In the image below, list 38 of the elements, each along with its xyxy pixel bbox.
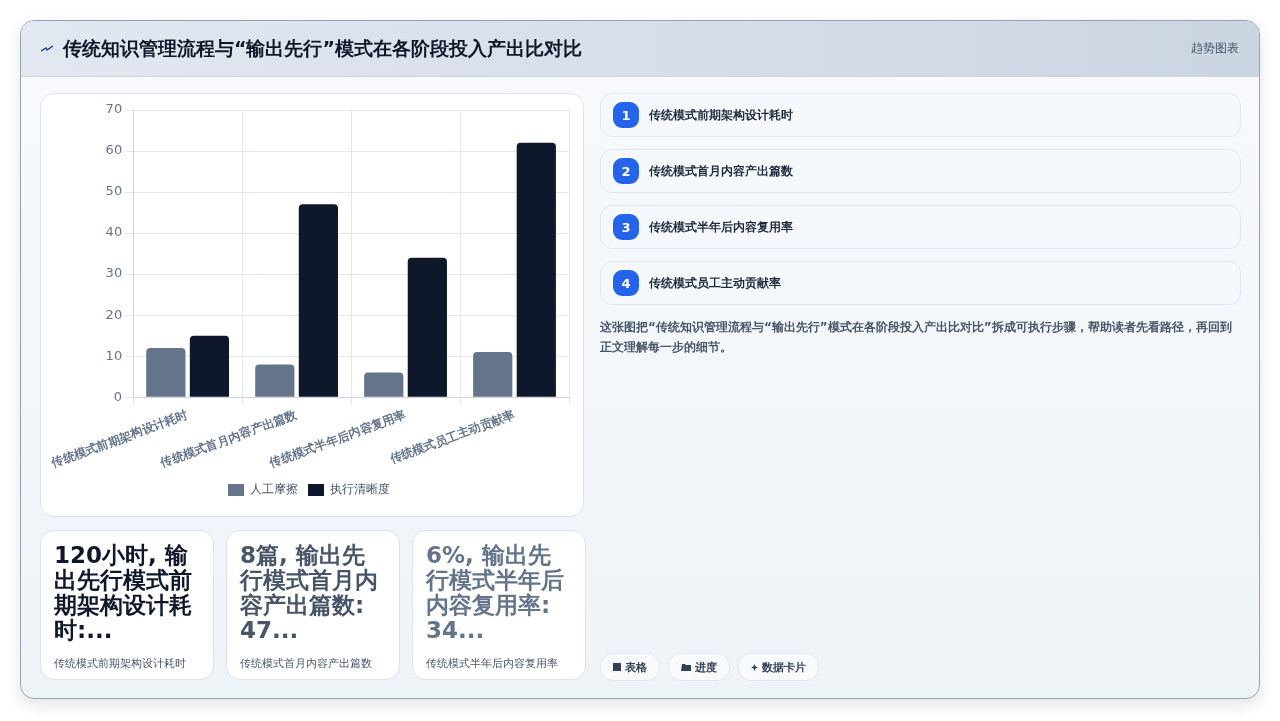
y-tick-label: 10 (105, 347, 123, 363)
legend-label: 执行清晰度 (330, 482, 390, 497)
y-tick-label: 30 (105, 265, 123, 281)
bar (516, 142, 556, 397)
text: 这张图把“传统知识管理流程与“输出先行”模式在各阶段投入产出比对比”拆成可执行步骤，帮助读者先看路径，再回到正文理解每一步的细节。 (600, 319, 1233, 356)
y-tick-label: 60 (105, 142, 123, 158)
text: 进度 (695, 659, 717, 675)
text: 传统模式半年后内容复用率 (649, 218, 793, 236)
chart-title: 传统知识管理流程与“输出先行”模式在各阶段投入产出比对比 (63, 35, 583, 61)
text: 4 (613, 270, 639, 296)
text: 2 (613, 158, 639, 184)
legend-label: 人工摩擦 (250, 482, 298, 497)
y-tick-label: 0 (113, 388, 123, 404)
text: 传统模式前期架构设计耗时 (649, 106, 793, 124)
text: 1 (613, 102, 639, 128)
text: 8篇, 输出先行模式首月内容产出篇数: 47... (240, 542, 379, 645)
y-tick-label: 40 (105, 224, 123, 240)
text: 传统模式半年后内容复用率 (426, 656, 559, 671)
text: 传统模式首月内容产出篇数 (240, 656, 373, 671)
bar (407, 257, 447, 397)
text: 120小时, 输出先行模式前期架构设计耗时:... (54, 542, 193, 645)
text: 数据卡片 (762, 659, 806, 675)
bar (146, 347, 186, 397)
text: 3 (613, 214, 639, 240)
text: 6%, 输出先行模式半年后内容复用率: 34... (426, 542, 565, 645)
y-tick-label: 20 (105, 306, 123, 322)
bar (255, 364, 295, 397)
bar (473, 352, 513, 397)
text: 传统模式前期架构设计耗时 (54, 656, 187, 671)
text: 传统模式首月内容产出篇数 (649, 162, 793, 180)
y-tick-label: 70 (105, 101, 123, 117)
bar (364, 372, 404, 397)
text: 传统模式员工主动贡献率 (649, 274, 781, 292)
text: 表格 (625, 659, 647, 675)
y-tick-label: 50 (105, 183, 123, 199)
bar (189, 335, 230, 397)
bar (298, 204, 338, 397)
text: 趋势图表 (1191, 40, 1239, 57)
